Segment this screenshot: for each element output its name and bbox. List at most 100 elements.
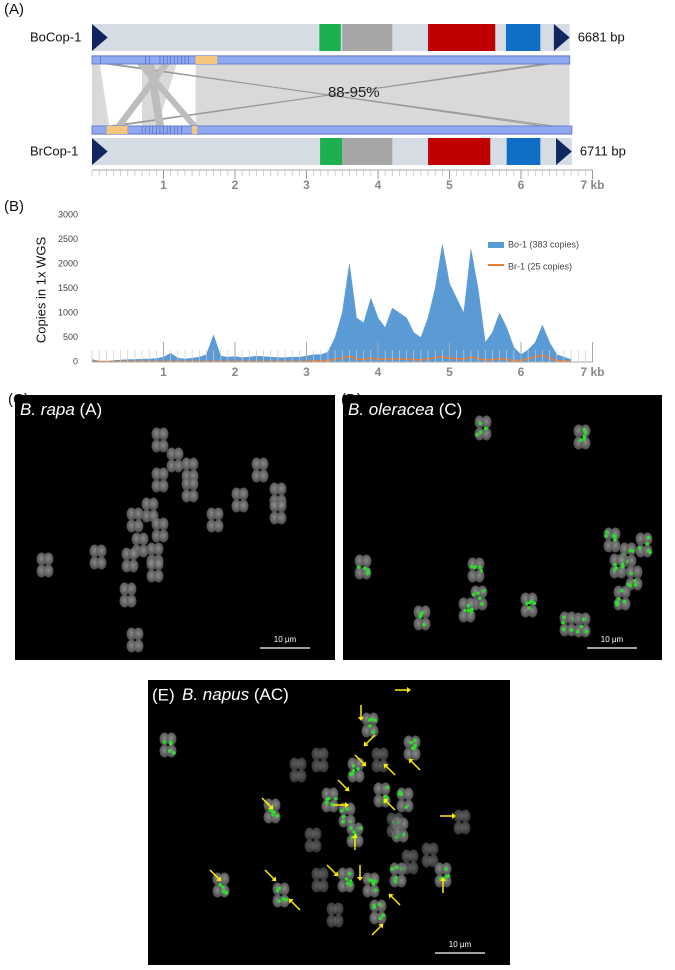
domain bbox=[428, 138, 491, 165]
signal bbox=[377, 902, 382, 907]
chromosome bbox=[173, 459, 184, 473]
arrow bbox=[385, 765, 396, 776]
chromosome bbox=[36, 564, 47, 578]
signal bbox=[478, 421, 483, 426]
arrow-head bbox=[268, 804, 274, 810]
signal bbox=[167, 749, 172, 753]
chromosome bbox=[133, 519, 144, 533]
signal bbox=[446, 873, 451, 878]
signal bbox=[613, 562, 617, 567]
chromosome bbox=[96, 544, 107, 558]
chromosome bbox=[337, 867, 348, 881]
chromosome bbox=[159, 744, 170, 758]
chromosome bbox=[188, 489, 199, 503]
chromosome bbox=[333, 914, 344, 928]
chromosome bbox=[453, 809, 464, 823]
chromosome bbox=[458, 609, 469, 623]
arrow-head bbox=[407, 687, 411, 693]
signal bbox=[527, 606, 531, 610]
chromosome bbox=[158, 427, 169, 441]
signal bbox=[620, 562, 625, 567]
chromosome bbox=[403, 747, 414, 761]
signal bbox=[584, 629, 589, 634]
signal bbox=[370, 878, 374, 883]
chromosome bbox=[380, 782, 391, 796]
chromosome bbox=[296, 757, 307, 771]
arrow bbox=[326, 864, 337, 875]
signal bbox=[352, 830, 356, 834]
chromosome bbox=[610, 539, 621, 553]
ltr bbox=[553, 24, 570, 51]
chromosome bbox=[434, 862, 445, 876]
chromosome bbox=[304, 839, 315, 853]
chromosome bbox=[89, 556, 100, 570]
signal bbox=[611, 533, 616, 538]
chromosome bbox=[410, 747, 421, 761]
chromosome bbox=[371, 759, 382, 773]
chromosome bbox=[376, 899, 387, 913]
chromosome bbox=[269, 511, 280, 525]
arrow-head bbox=[288, 898, 294, 904]
chromosome bbox=[311, 827, 322, 841]
chromosome bbox=[146, 542, 157, 556]
x-tick-label: 2 bbox=[232, 178, 239, 192]
chromosome bbox=[477, 585, 488, 599]
species: B. oleracea bbox=[348, 400, 434, 419]
signal bbox=[479, 602, 484, 606]
signal bbox=[373, 888, 378, 892]
arrow bbox=[371, 925, 382, 936]
chromosome bbox=[258, 457, 269, 471]
area bbox=[91, 244, 572, 363]
micrographs: B. rapa (A) 10 µm B. oleracea (C) 10 µm B. n… bbox=[15, 395, 662, 965]
x-tick-label: 3 bbox=[303, 365, 310, 379]
domain bbox=[506, 138, 541, 165]
chromosome bbox=[279, 894, 290, 908]
chromosome bbox=[378, 759, 389, 773]
chromosome bbox=[403, 787, 414, 801]
chromosome bbox=[212, 884, 223, 898]
signal bbox=[646, 535, 651, 540]
arrow-head bbox=[357, 877, 363, 881]
signal bbox=[347, 871, 352, 876]
chromosome bbox=[321, 799, 332, 813]
track-length: 6681 bp bbox=[578, 29, 625, 44]
seq-gap bbox=[106, 126, 128, 134]
chromosome bbox=[328, 799, 339, 813]
signal bbox=[275, 889, 280, 893]
chromosome bbox=[131, 532, 142, 546]
genome: (AC) bbox=[254, 685, 289, 704]
y-tick-label: 0 bbox=[73, 356, 78, 366]
signal bbox=[366, 571, 370, 576]
arrow bbox=[385, 800, 396, 811]
chromosome bbox=[279, 882, 290, 896]
chromosome bbox=[620, 585, 631, 599]
chromosome bbox=[318, 759, 329, 773]
signal bbox=[561, 620, 565, 625]
arrow-head bbox=[383, 763, 389, 769]
gene-map: 88-95% BoCop-1 6681 bp BrCop-1 6711 bp 1 2 3 4 5 6… bbox=[30, 24, 626, 192]
signal bbox=[281, 897, 286, 901]
species-label: B. napus (AC) bbox=[182, 685, 289, 704]
signal bbox=[525, 601, 529, 606]
chromosome bbox=[206, 507, 217, 521]
arrow bbox=[337, 779, 348, 790]
chromosome bbox=[181, 489, 192, 503]
signal bbox=[344, 877, 349, 881]
chromosome bbox=[408, 861, 419, 875]
domain bbox=[342, 138, 393, 165]
chromosome bbox=[361, 724, 372, 738]
chromosome bbox=[126, 627, 137, 641]
signal bbox=[470, 607, 474, 612]
signal bbox=[620, 588, 624, 593]
signal bbox=[390, 867, 394, 871]
x-tick-label: 3 bbox=[303, 178, 310, 192]
signal bbox=[632, 579, 637, 583]
chromosome bbox=[386, 824, 397, 838]
chromosome bbox=[481, 415, 492, 429]
chromosome bbox=[337, 879, 348, 893]
signal bbox=[582, 434, 587, 439]
chromosome bbox=[573, 424, 584, 438]
arrow bbox=[261, 797, 272, 808]
domain bbox=[342, 24, 393, 51]
signal bbox=[470, 564, 474, 569]
